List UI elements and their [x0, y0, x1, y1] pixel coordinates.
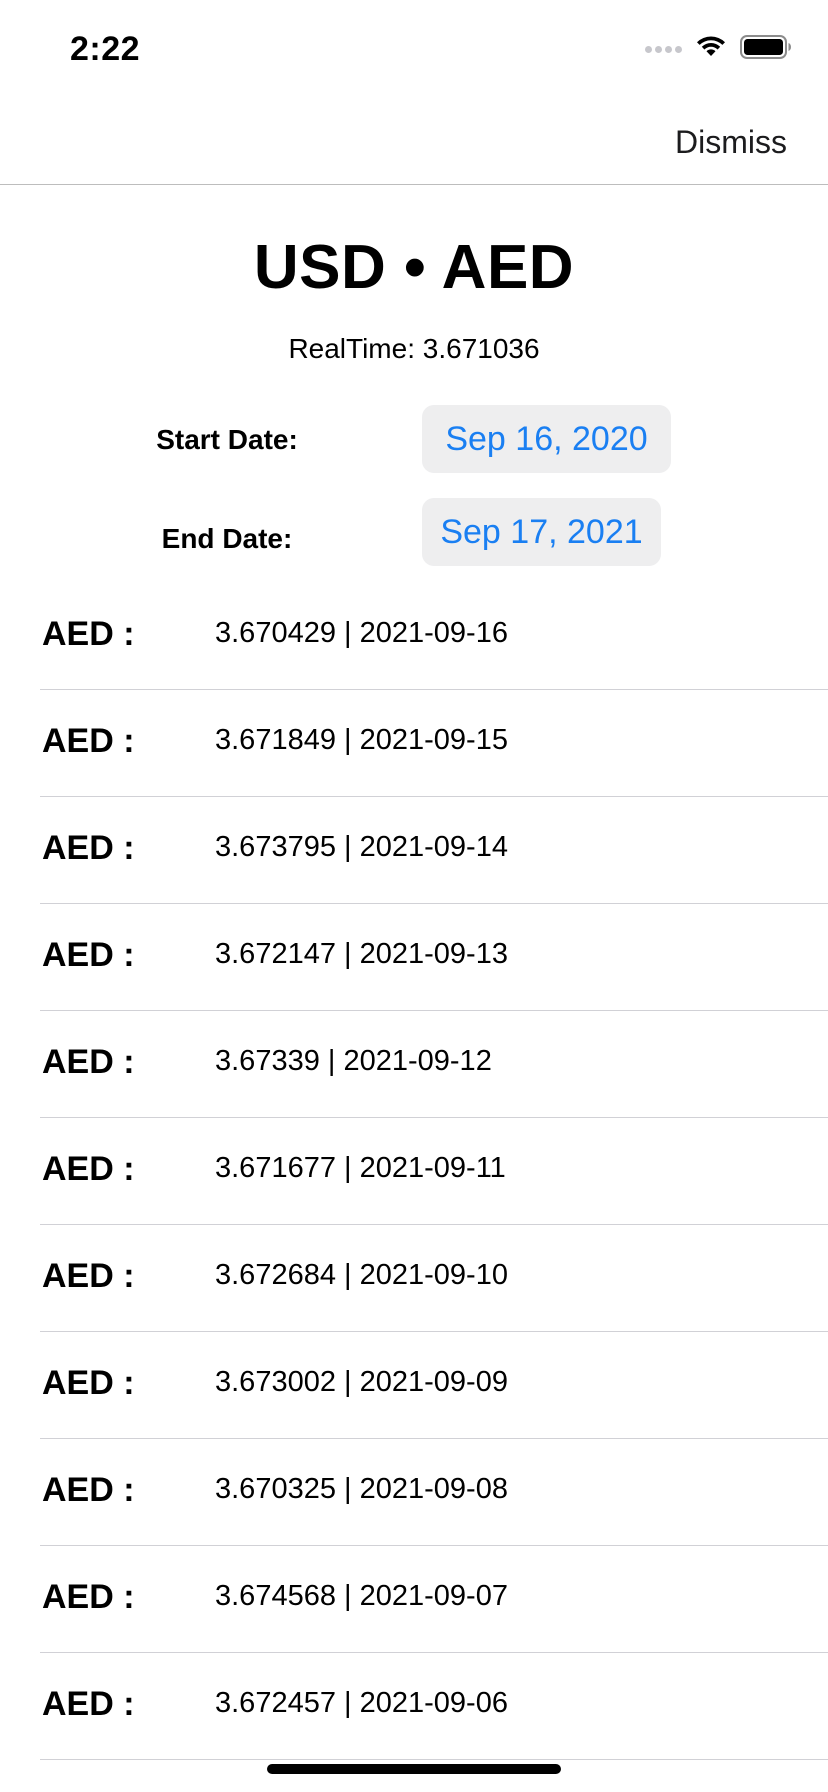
- end-date-label: End Date:: [161, 523, 293, 554]
- home-indicator[interactable]: [267, 1764, 561, 1774]
- rate-currency-label: AED :: [42, 1043, 135, 1081]
- rate-value: 3.670325 | 2021-09-08: [215, 1473, 508, 1505]
- rate-currency-label: AED :: [42, 1364, 135, 1402]
- list-item[interactable]: AED : 3.670325 | 2021-09-08: [0, 1439, 828, 1546]
- rate-value: 3.67339 | 2021-09-12: [215, 1045, 492, 1077]
- rate-currency-label: AED :: [42, 1471, 135, 1509]
- wifi-icon: [696, 35, 726, 63]
- start-date-label: Start Date:: [156, 424, 298, 455]
- rate-value: 3.672457 | 2021-09-06: [215, 1687, 508, 1719]
- status-icons: [645, 34, 792, 64]
- rate-value: 3.673795 | 2021-09-14: [215, 831, 508, 863]
- rate-currency-label: AED :: [42, 1685, 135, 1723]
- realtime-rate: RealTime: 3.671036: [288, 333, 540, 364]
- list-item[interactable]: AED : 3.672684 | 2021-09-10: [0, 1225, 828, 1332]
- list-item[interactable]: AED : 3.673795 | 2021-09-14: [0, 797, 828, 904]
- rate-currency-label: AED :: [42, 722, 135, 760]
- rate-value: 3.670429 | 2021-09-16: [215, 617, 508, 649]
- list-item[interactable]: AED : 3.673002 | 2021-09-09: [0, 1332, 828, 1439]
- battery-icon: [740, 34, 792, 64]
- list-item[interactable]: AED : 3.672457 | 2021-09-06: [0, 1653, 828, 1760]
- rate-currency-label: AED :: [42, 1578, 135, 1616]
- list-item[interactable]: AED : 3.671849 | 2021-09-15: [0, 690, 828, 797]
- status-time: 2:22: [70, 30, 141, 68]
- rate-currency-label: AED :: [42, 615, 135, 653]
- start-date-picker[interactable]: Sep 16, 2020: [422, 405, 671, 473]
- rate-currency-label: AED :: [42, 829, 135, 867]
- list-item[interactable]: AED : 3.67339 | 2021-09-12: [0, 1011, 828, 1118]
- list-item[interactable]: AED : 3.672147 | 2021-09-13: [0, 904, 828, 1011]
- cellular-signal-icon: [645, 45, 682, 53]
- dismiss-button[interactable]: Dismiss: [675, 124, 787, 160]
- list-item[interactable]: AED : 3.674568 | 2021-09-07: [0, 1546, 828, 1653]
- navigation-bar: Dismiss: [0, 100, 828, 185]
- rate-value: 3.671677 | 2021-09-11: [215, 1152, 506, 1184]
- rate-value: 3.672147 | 2021-09-13: [215, 938, 508, 970]
- rate-value: 3.673002 | 2021-09-09: [215, 1366, 508, 1398]
- rate-currency-label: AED :: [42, 1257, 135, 1295]
- rate-value: 3.671849 | 2021-09-15: [215, 724, 508, 756]
- rate-currency-label: AED :: [42, 1150, 135, 1188]
- end-date-picker[interactable]: Sep 17, 2021: [422, 498, 661, 566]
- rate-history-list[interactable]: AED : 3.670429 | 2021-09-16 AED : 3.6718…: [0, 583, 828, 1760]
- rate-value: 3.672684 | 2021-09-10: [215, 1259, 508, 1291]
- status-bar: 2:22: [0, 0, 828, 100]
- list-item[interactable]: AED : 3.670429 | 2021-09-16: [0, 583, 828, 690]
- rate-value: 3.674568 | 2021-09-07: [215, 1580, 508, 1612]
- currency-pair-title: USD • AED: [253, 233, 575, 302]
- rate-currency-label: AED :: [42, 936, 135, 974]
- list-item[interactable]: AED : 3.671677 | 2021-09-11: [0, 1118, 828, 1225]
